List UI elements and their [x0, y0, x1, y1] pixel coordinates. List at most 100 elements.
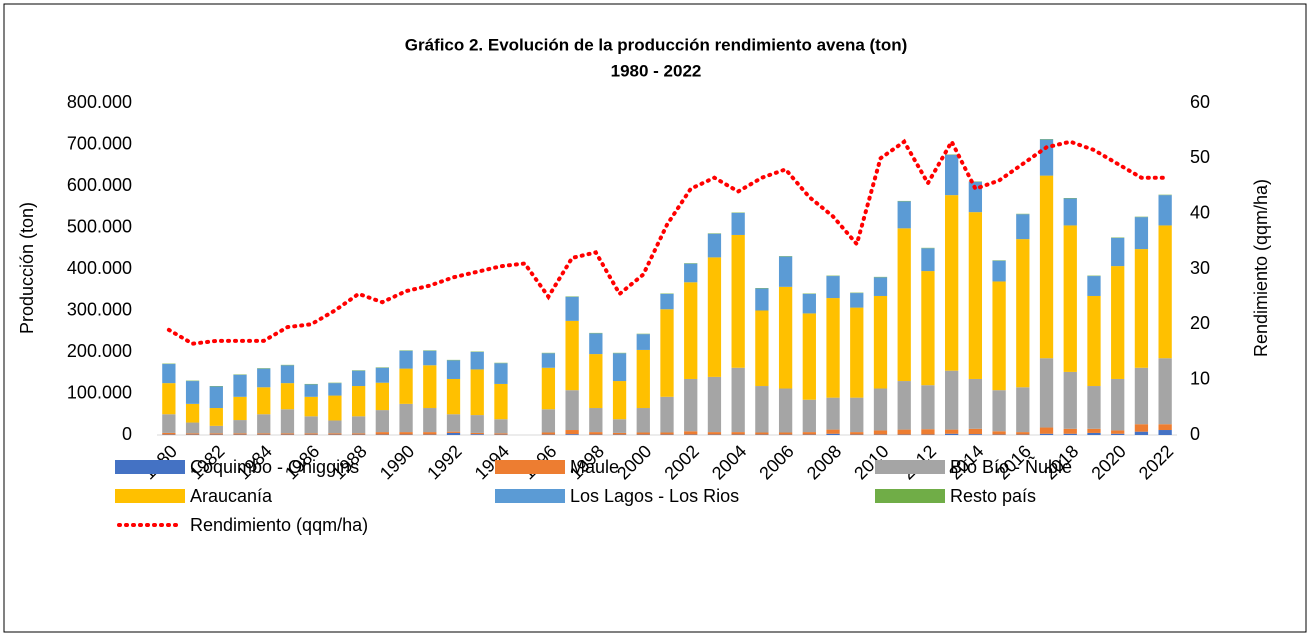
bar-segment — [802, 293, 816, 314]
bar-segment — [446, 432, 461, 435]
bar-segment — [280, 433, 295, 435]
bar-segment — [162, 432, 176, 435]
bar-segment — [304, 433, 318, 435]
legend-label: Coquimbo - Ohiggins — [190, 457, 359, 477]
bar-segment — [1158, 424, 1172, 431]
bar-segment — [802, 313, 816, 400]
bar-segment — [1111, 433, 1125, 435]
bar-segment — [636, 349, 650, 409]
bar-segment — [446, 414, 461, 432]
bar-segment — [1087, 428, 1101, 433]
bar-segment — [945, 433, 959, 435]
y2-tick-label: 10 — [1190, 368, 1210, 388]
bar-segment — [850, 432, 864, 435]
bar-segment — [257, 387, 271, 415]
bar-segment — [209, 433, 223, 435]
bar-segment — [589, 408, 603, 433]
bar-segment — [446, 431, 461, 433]
bar-segment — [1016, 432, 1030, 435]
bar-segment — [873, 277, 888, 296]
bar-segment — [968, 434, 983, 435]
y-axis-label: Producción (ton) — [17, 202, 37, 334]
legend-swatch — [495, 489, 565, 503]
bar-segment — [1134, 217, 1149, 250]
bar-segment — [707, 432, 722, 435]
y-tick-label: 500.000 — [67, 216, 132, 236]
bar-segment — [826, 429, 840, 434]
bar-segment — [778, 256, 793, 287]
bar-segment — [423, 432, 437, 435]
bar-segment — [1158, 430, 1172, 435]
bar-segment — [921, 385, 935, 430]
y-tick-label: 700.000 — [67, 133, 132, 153]
bar-segment — [328, 395, 342, 421]
bar-segment — [1063, 225, 1077, 372]
y-tick-label: 200.000 — [67, 341, 132, 361]
bar-segment — [826, 397, 840, 430]
bar-segment — [233, 420, 247, 434]
bar-segment — [660, 309, 674, 397]
bar-segment — [304, 396, 318, 417]
bar-segment — [280, 383, 295, 410]
bar-segment — [280, 365, 295, 384]
bar-segment — [494, 433, 508, 435]
y-tick-label: 600.000 — [67, 175, 132, 195]
legend-swatch — [495, 460, 565, 474]
bar-segment — [399, 368, 413, 404]
bar-segment — [1111, 378, 1125, 431]
legend-swatch — [115, 489, 185, 503]
bar-segment — [612, 432, 627, 435]
bar-segment — [992, 390, 1006, 432]
bar-segment — [589, 432, 603, 435]
bar-segment — [494, 363, 508, 384]
bar-segment — [185, 403, 200, 423]
bar-segment — [470, 352, 484, 370]
bar-segment — [1087, 295, 1101, 387]
chart-subtitle: 1980 - 2022 — [611, 61, 702, 80]
legend-swatch — [115, 460, 185, 474]
bar-segment — [470, 369, 484, 416]
bar-segment — [1111, 430, 1125, 434]
bar-segment — [565, 320, 579, 391]
bar-segment — [565, 434, 579, 435]
bar-segment — [802, 399, 816, 433]
bar-segment — [1016, 214, 1030, 240]
y-tick-label: 0 — [122, 424, 132, 444]
bar-segment — [660, 293, 674, 310]
bar-segment — [968, 428, 983, 435]
bar-segment — [1158, 358, 1172, 425]
bar-segment — [1158, 195, 1172, 226]
bar-segment — [375, 410, 389, 433]
bar-segment — [162, 383, 176, 415]
bar-segment — [257, 368, 271, 388]
bar-segment — [209, 386, 223, 409]
bar-segment — [873, 388, 888, 431]
bar-segment — [684, 378, 698, 432]
legend-label: Bío Bío - Ñuble — [950, 456, 1072, 477]
bar-segment — [423, 408, 437, 433]
bar-segment — [826, 298, 840, 398]
bar-segment — [185, 433, 200, 435]
bar-segment — [1134, 431, 1149, 435]
bar-segment — [660, 432, 674, 435]
bar-segment — [351, 386, 366, 417]
bar-segment — [636, 432, 650, 435]
bar-segment — [778, 388, 793, 433]
bar-segment — [1087, 432, 1101, 435]
bar-segment — [897, 201, 911, 229]
bar-segment — [351, 416, 366, 434]
bar-segment — [684, 282, 698, 379]
y-tick-label: 400.000 — [67, 258, 132, 278]
bar-segment — [1039, 175, 1054, 359]
bar-segment — [1063, 198, 1077, 226]
bar-segment — [802, 432, 816, 435]
bar-segment — [945, 154, 959, 196]
bar-segment — [304, 416, 318, 434]
bar-segment — [945, 370, 959, 430]
bar-segment — [162, 364, 176, 384]
bar-segment — [897, 429, 911, 435]
bar-segment — [636, 334, 650, 350]
bar-segment — [280, 409, 295, 434]
bar-segment — [351, 433, 366, 435]
